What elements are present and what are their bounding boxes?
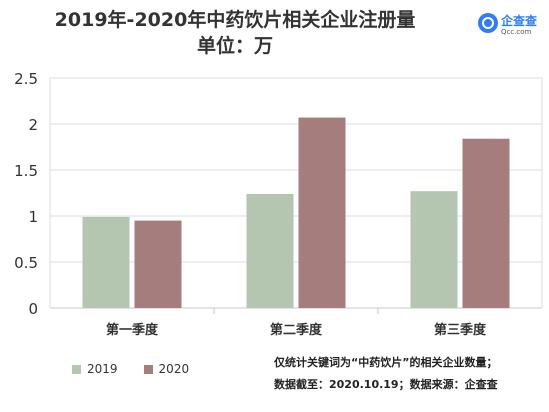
bar-2019-1: [82, 216, 130, 308]
legend-swatch-2019: [72, 364, 81, 374]
bar-2019-2: [246, 193, 294, 308]
legend-item-2020: 2020: [143, 362, 190, 376]
legend-label-2020: 2020: [158, 362, 190, 376]
logo-name: 企查查: [501, 14, 538, 28]
chart-title: 2019年-2020年中药饮片相关企业注册量: [54, 9, 416, 31]
y-tick-label-2.5: 2.5: [14, 70, 38, 88]
y-tick-label-2: 2: [28, 116, 38, 134]
magnifier-icon: [478, 13, 498, 33]
bar-2020-2: [298, 117, 346, 308]
note-line-1: 仅统计关键词为“中药饮片”的相关企业数量；: [274, 356, 498, 369]
logo-sub: Qcc.com: [501, 28, 532, 36]
y-tick-label-0: 0: [28, 300, 38, 318]
note-line-2: 数据截至：2020.10.19；数据来源：企查查: [274, 378, 498, 391]
bar-2019-3: [410, 191, 458, 308]
legend-swatch-2020: [143, 364, 153, 374]
x-category-label-2: 第二季度: [270, 322, 323, 338]
bar-2020-3: [462, 138, 510, 308]
qichacha-logo: 企查查 Qcc.com: [478, 10, 546, 40]
x-category-label-1: 第一季度: [106, 322, 159, 338]
chart-subtitle: 单位：万: [196, 35, 273, 57]
legend-label-2019: 2019: [87, 362, 118, 376]
bar-2020-1: [134, 220, 182, 308]
legend: 2019 2020: [72, 362, 215, 376]
y-tick-label-0.5: 0.5: [14, 254, 38, 272]
x-category-label-3: 第三季度: [434, 322, 487, 338]
y-tick-label-1.5: 1.5: [14, 162, 38, 180]
legend-item-2019: 2019: [72, 362, 118, 376]
y-tick-label-1: 1: [28, 208, 38, 226]
